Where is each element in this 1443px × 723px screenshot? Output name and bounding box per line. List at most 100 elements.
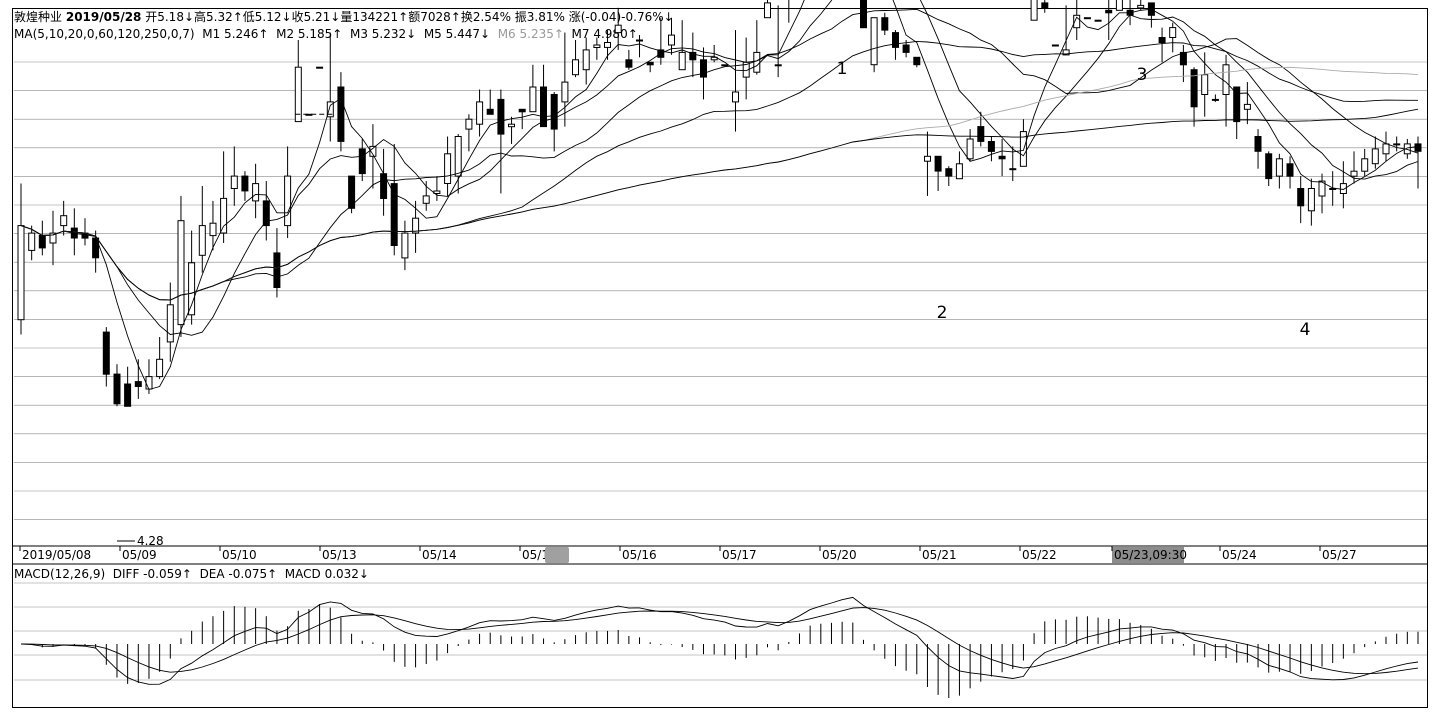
candle-up: [1137, 4, 1145, 9]
candle-down: [1158, 37, 1166, 43]
candle-down: [38, 235, 46, 249]
candle-down: [1041, 2, 1049, 9]
candle-up: [209, 222, 217, 237]
ma-line-m6: [20, 66, 1419, 301]
candle-down: [625, 59, 633, 68]
volume: 量134221↑: [340, 10, 409, 24]
candle-down: [124, 383, 132, 407]
candle-up: [1371, 148, 1379, 165]
candle-down: [273, 252, 281, 288]
candle-up: [604, 42, 611, 48]
candle-up: [1009, 168, 1017, 171]
candle-down: [102, 331, 110, 375]
candle-down: [998, 155, 1006, 160]
candle-down: [358, 148, 366, 175]
candle-down: [945, 168, 953, 177]
stock-name: 敦煌种业: [14, 10, 63, 24]
candle-down: [1254, 136, 1262, 152]
x-axis-label: 05/27: [1322, 548, 1357, 562]
candle-down: [1105, 9, 1113, 14]
candle-up: [230, 175, 238, 190]
candle-up: [294, 66, 302, 123]
candle-down: [1297, 188, 1305, 207]
candle-up: [220, 197, 228, 234]
candle-up: [454, 136, 462, 177]
candle-down: [892, 32, 899, 48]
x-axis-label: 05/09: [122, 548, 157, 562]
candle-down: [700, 59, 707, 78]
candle-up: [1382, 143, 1390, 155]
candle-up: [145, 376, 153, 390]
candle-up: [508, 123, 515, 128]
candle-up: [774, 64, 782, 67]
candle-up: [753, 51, 761, 73]
price-header: 敦煌种业 2019/05/28 开5.18↓高5.32↑低5.12↓收5.21↓…: [14, 10, 674, 24]
candle-up: [636, 39, 643, 42]
candle-up: [305, 113, 313, 116]
candle-up: [1201, 74, 1209, 95]
candle-up: [966, 138, 974, 160]
macd-diff: DIFF -0.059↑: [112, 567, 192, 581]
candle-up: [156, 358, 164, 378]
quote-date: 2019/05/28: [65, 10, 142, 24]
candle-down: [262, 200, 270, 227]
candle-up: [668, 34, 675, 46]
marker-2: 2: [937, 303, 948, 323]
ma-line-m1: [20, 0, 1419, 391]
candle-down: [902, 44, 910, 53]
x-axis-label: 05/20: [822, 548, 857, 562]
x-axis-label: 05/14: [422, 548, 457, 562]
candle-down: [977, 126, 985, 142]
candle-up: [721, 64, 729, 67]
candle-down: [113, 373, 121, 405]
ma-line-m2: [20, 0, 1419, 336]
change: 涨(-0.04)-0.76%↓: [568, 10, 674, 24]
candle-down: [348, 175, 356, 209]
x-axis-label: 05/13: [322, 548, 357, 562]
ma-params: MA(5,10,20,0,60,120,250,0,7): [14, 27, 195, 41]
candle-up: [764, 2, 771, 19]
candle-up: [955, 163, 963, 180]
ma-line-m7: [20, 108, 1419, 301]
candle-down: [486, 108, 494, 115]
candle-up: [17, 225, 25, 321]
candle-down: [1265, 153, 1273, 180]
x-axis-label: 05/17: [722, 548, 757, 562]
ma-m3: M3 5.232↓: [349, 27, 417, 41]
candle-up: [1307, 188, 1315, 212]
amount: 额7028↑: [408, 10, 461, 24]
candle-down: [1286, 163, 1294, 177]
candle-up: [1243, 103, 1251, 110]
candle-up: [1051, 44, 1059, 47]
candle-up: [1211, 98, 1219, 101]
macd-line-dea: [20, 607, 1419, 675]
candle-up: [316, 66, 324, 69]
candle-up: [1329, 188, 1337, 190]
candle-down: [646, 61, 654, 66]
amplitude: 振3.81%: [514, 10, 565, 24]
candle-down: [913, 56, 921, 66]
candle-down: [881, 17, 889, 31]
turnover: 换2.54%: [460, 10, 511, 24]
ma-m1: M1 5.246↑: [202, 27, 269, 41]
marker-4: 4: [1300, 320, 1311, 340]
candle-up: [422, 195, 430, 204]
candle-up: [1339, 183, 1347, 195]
candle-up: [444, 153, 452, 185]
candle-up: [924, 155, 931, 162]
candle-up: [561, 81, 569, 103]
x-axis-label: 05/21: [922, 548, 957, 562]
candle-up: [252, 183, 260, 202]
ma-m2: M2 5.185↑: [276, 27, 343, 41]
x-axis-label: 05/22: [1022, 548, 1057, 562]
candle-down: [518, 108, 526, 113]
candle-up: [326, 101, 334, 118]
candle-up: [1318, 180, 1326, 197]
candle-down: [934, 155, 942, 172]
candle-down: [241, 175, 249, 192]
candle-up: [1083, 17, 1091, 20]
candle-up: [732, 91, 739, 103]
candle-down: [134, 381, 142, 388]
candle-up: [593, 44, 601, 48]
